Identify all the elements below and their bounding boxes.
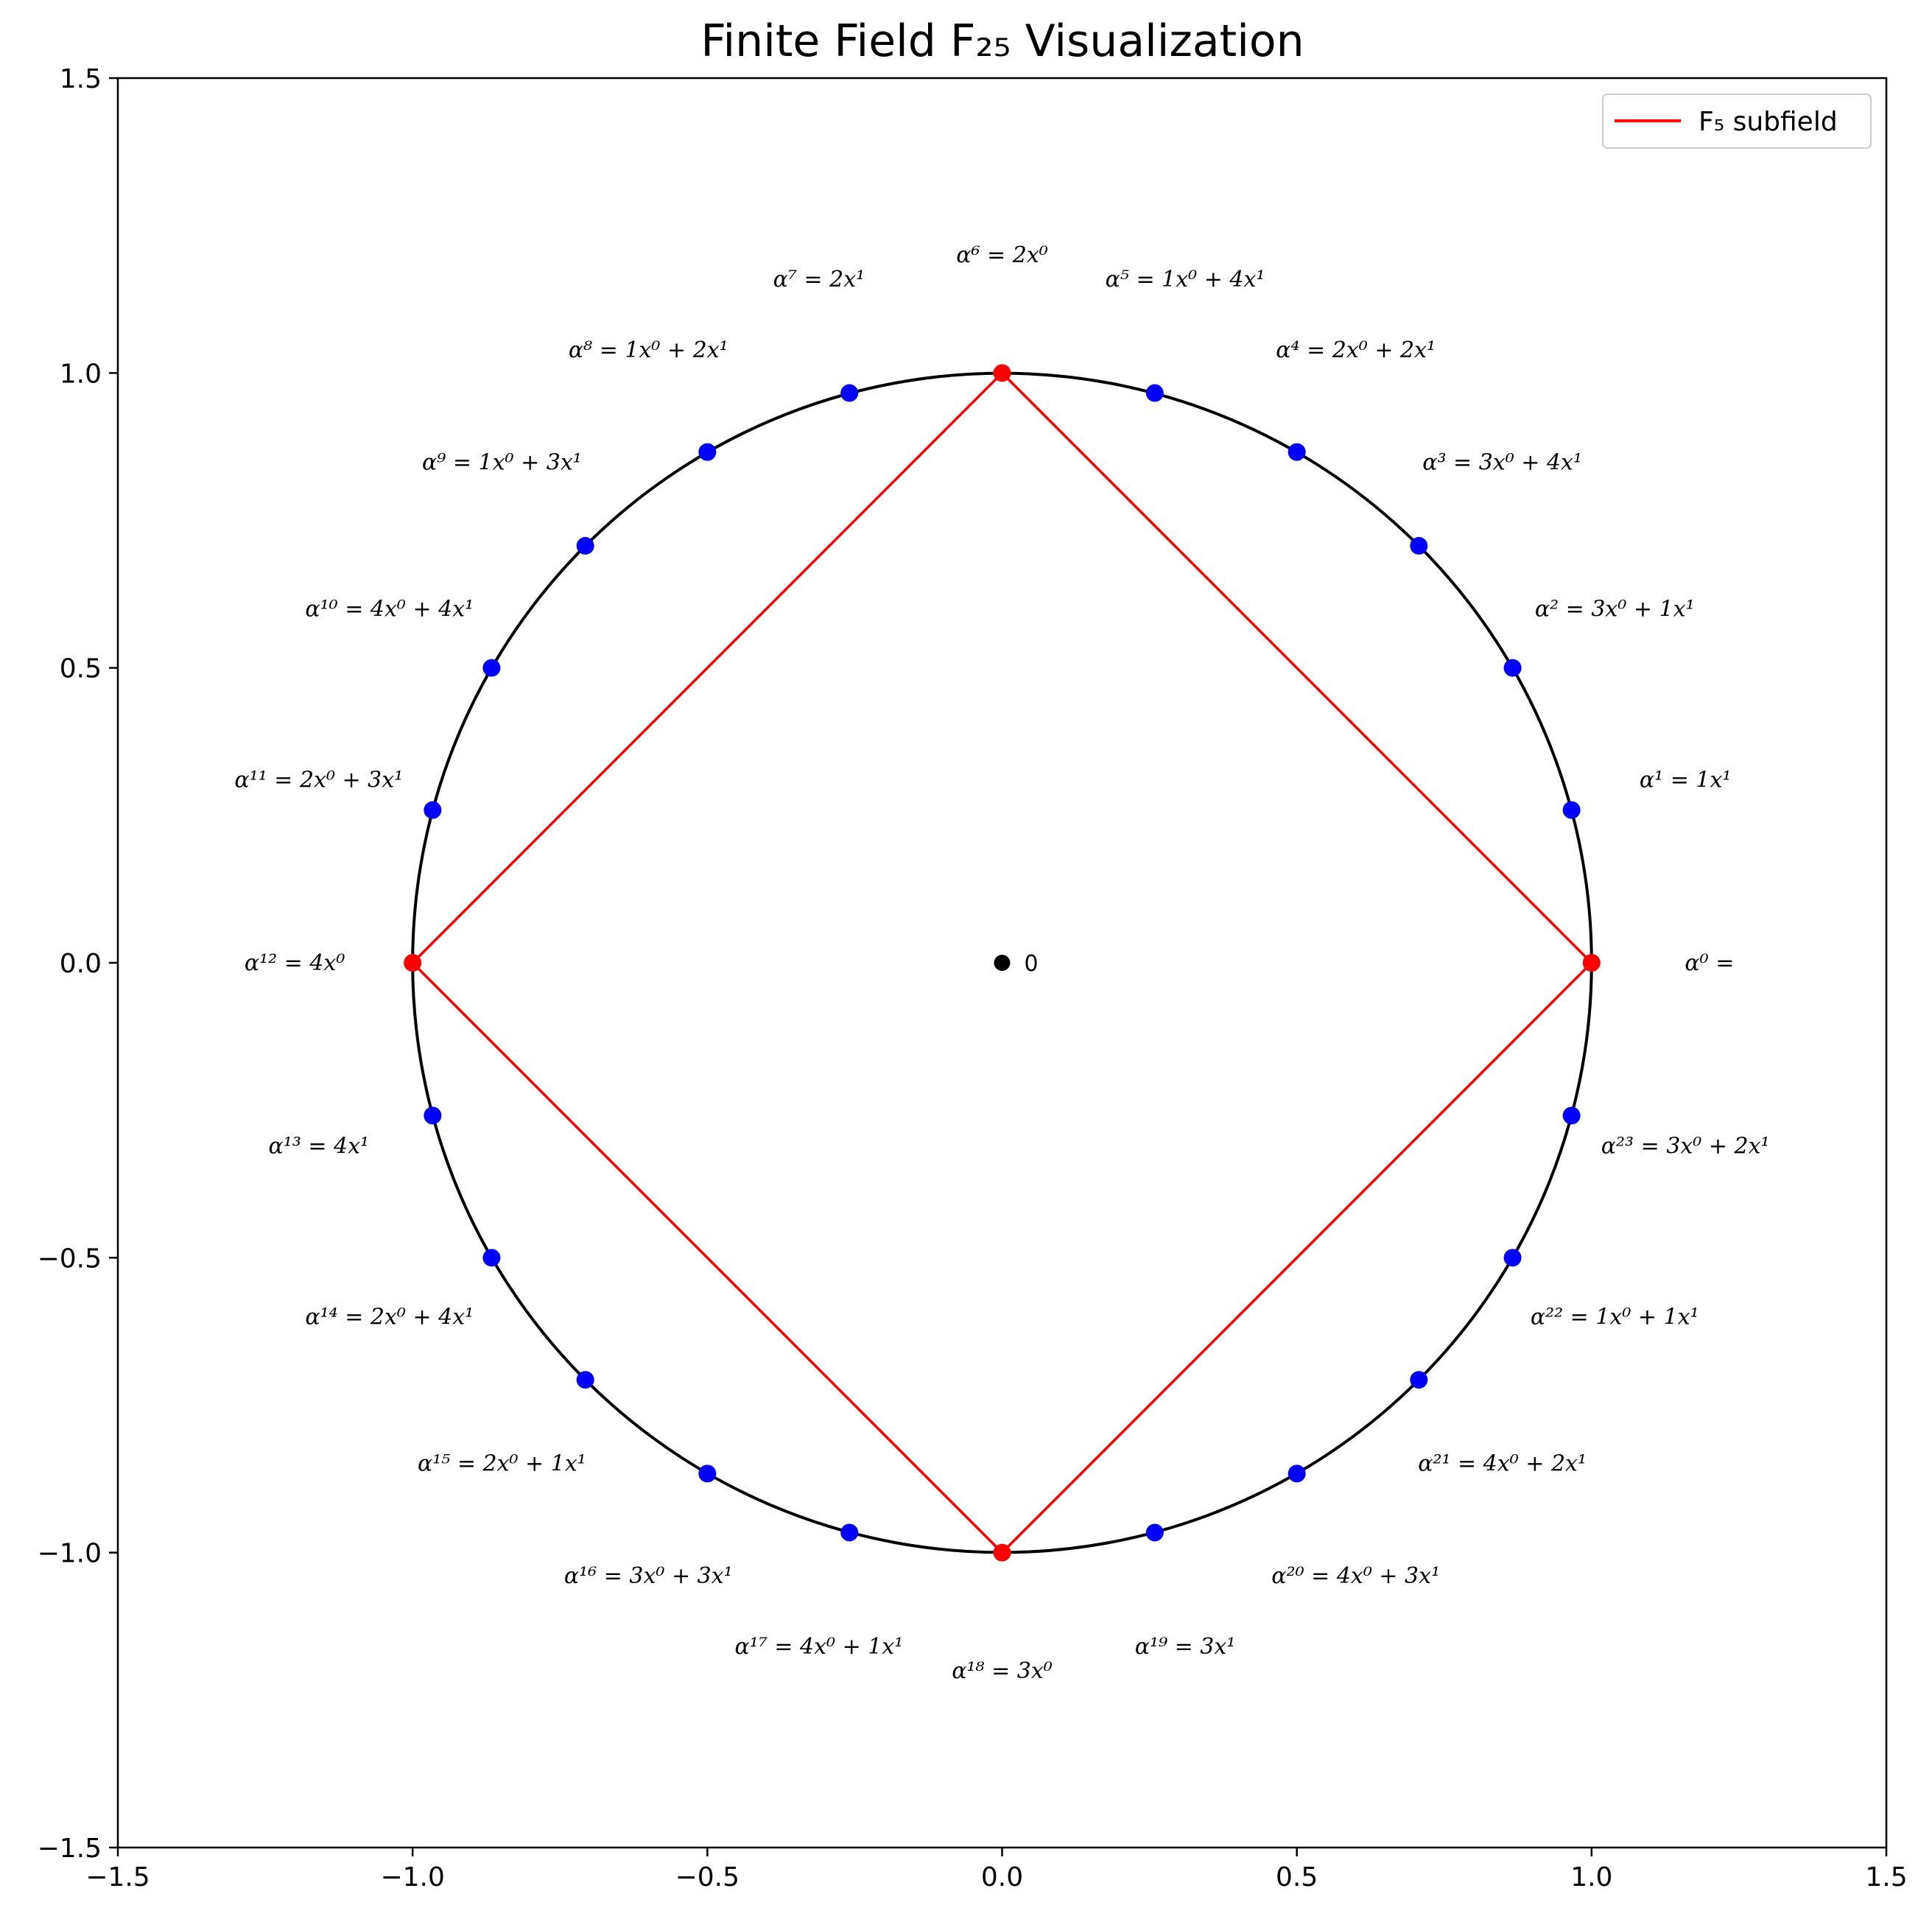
legend-box [1602, 94, 1872, 149]
point-label: α² = 3x⁰ + 1x¹ [1535, 597, 1695, 622]
y-tick-label: 0.0 [60, 949, 102, 979]
field-element-point [1562, 1106, 1581, 1125]
point-label: α⁷ = 2x¹ [773, 267, 865, 292]
field-element-point [482, 1249, 501, 1267]
chart-title: Finite Field F₂₅ Visualization [700, 15, 1304, 67]
field-element-point [1410, 1371, 1428, 1389]
point-label: α¹⁸ = 3x⁰ [952, 1658, 1053, 1684]
x-axis: −1.5 −1.0 −0.5 0.0 0.5 1.0 1.5 [85, 1848, 1908, 1892]
x-tick-label: 1.0 [1570, 1862, 1612, 1892]
subfield-edge [1001, 372, 1593, 964]
y-tick-label: 0.5 [60, 654, 102, 684]
point-label: α²⁰ = 4x⁰ + 3x¹ [1271, 1563, 1440, 1589]
x-tick-label: 1.5 [1865, 1862, 1907, 1892]
x-tick-label: −1.5 [85, 1862, 150, 1892]
field-element-point [1145, 1523, 1164, 1542]
point-label: α²² = 1x⁰ + 1x¹ [1531, 1304, 1699, 1330]
point-label: α¹¹ = 2x⁰ + 3x¹ [234, 767, 403, 793]
point-label: α¹⁷ = 4x⁰ + 1x¹ [735, 1634, 904, 1660]
legend-label-subfield: F₅ subfield [1699, 107, 1838, 137]
field-element-point [1562, 801, 1581, 819]
field-element-point [840, 1523, 859, 1542]
plot-area: 0 α⁰ = α¹ = 1x¹ α² = 3x⁰ + 1x¹ α³ = 3x⁰ + 4x… [234, 242, 1769, 1684]
field-element-point [576, 1371, 594, 1389]
subfield-point [404, 954, 422, 972]
point-label: α¹⁵ = 2x⁰ + 1x¹ [418, 1450, 586, 1476]
point-label: α³ = 3x⁰ + 4x¹ [1422, 450, 1582, 476]
y-tick-label: −1.5 [38, 1834, 102, 1864]
point-label: α¹⁶ = 3x⁰ + 3x¹ [564, 1563, 733, 1589]
y-tick-label: 1.0 [60, 359, 102, 389]
subfield-point [993, 1543, 1011, 1562]
zero-point [994, 955, 1011, 971]
subfield-point [993, 364, 1011, 382]
point-label: α²³ = 3x⁰ + 2x¹ [1601, 1134, 1770, 1160]
field-element-point [1288, 1464, 1306, 1483]
x-tick-label: −0.5 [675, 1862, 740, 1892]
point-label: α¹⁴ = 2x⁰ + 4x¹ [305, 1304, 474, 1330]
point-label: α⁹ = 1x⁰ + 3x¹ [422, 450, 582, 476]
y-tick-label: −0.5 [38, 1243, 102, 1274]
field-element-point [482, 659, 501, 677]
y-axis: −1.5 −1.0 −0.5 0.0 0.5 1.0 1.5 [38, 64, 118, 1864]
point-label: α¹⁰ = 4x⁰ + 4x¹ [305, 597, 474, 622]
field-element-point [1410, 536, 1428, 555]
y-tick-label: −1.0 [38, 1539, 102, 1569]
field-element-point [1288, 443, 1306, 461]
field-element-point [424, 801, 442, 819]
field-element-point [424, 1106, 442, 1125]
point-label: α¹³ = 4x¹ [269, 1134, 370, 1160]
zero-label: 0 [1025, 951, 1039, 977]
field-element-point [1503, 1249, 1522, 1267]
point-label: α¹⁹ = 3x¹ [1135, 1634, 1236, 1660]
field-element-point [576, 536, 594, 555]
point-label: α⁸ = 1x⁰ + 2x¹ [569, 337, 728, 363]
field-element-point [698, 443, 717, 461]
subfield-point [1582, 954, 1601, 972]
field-element-point [1503, 659, 1522, 677]
point-label: α⁴ = 2x⁰ + 2x¹ [1276, 337, 1436, 363]
point-label: α²¹ = 4x⁰ + 2x¹ [1418, 1450, 1587, 1476]
legend: F₅ subfield [1602, 94, 1872, 149]
point-label: α⁰ = [1685, 950, 1734, 976]
field-element-point [1145, 384, 1164, 402]
point-label: α⁵ = 1x⁰ + 4x¹ [1106, 267, 1265, 292]
point-label: α⁶ = 2x⁰ [956, 242, 1048, 268]
y-tick-label: 1.5 [60, 64, 102, 94]
point-label: α¹ = 1x¹ [1640, 767, 1732, 793]
x-tick-label: 0.5 [1276, 1862, 1318, 1892]
x-tick-label: 0.0 [981, 1862, 1023, 1892]
field-element-point [698, 1464, 717, 1483]
point-label: α¹² = 4x⁰ [245, 950, 345, 976]
subfield-edge [1001, 961, 1593, 1554]
x-tick-label: −1.0 [380, 1862, 444, 1892]
field-element-point [840, 384, 859, 402]
subfield-edge [411, 372, 1003, 964]
subfield-edge [411, 961, 1003, 1554]
